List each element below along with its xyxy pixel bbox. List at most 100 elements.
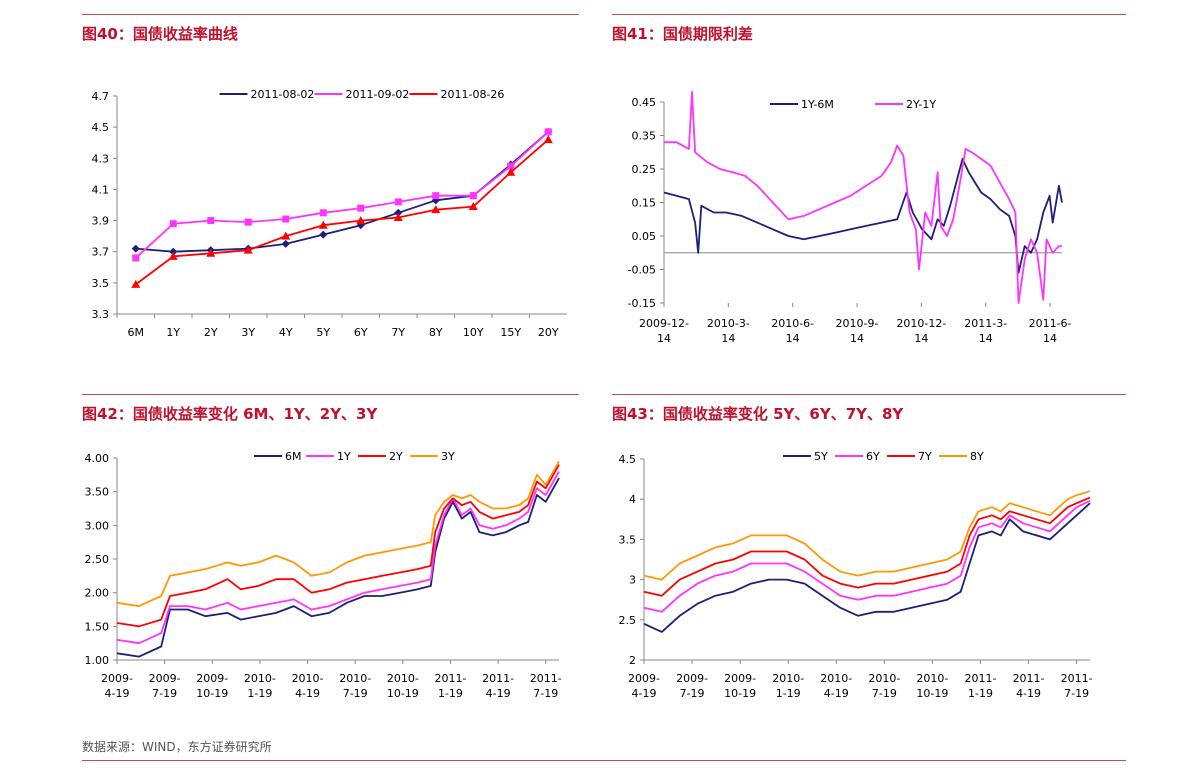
x-tick-label: 2010-6-: [771, 317, 814, 330]
y-tick-label: 2.50: [85, 553, 110, 566]
data-point: [544, 128, 552, 136]
x-tick-label: 1-19: [438, 687, 463, 700]
y-tick-label: 3.9: [92, 215, 110, 228]
x-tick-label: 2010-: [916, 672, 948, 685]
x-tick-label: 2009-: [628, 672, 660, 685]
x-tick-label: 10Y: [463, 326, 484, 339]
x-tick-label: 14: [914, 332, 928, 345]
x-tick-label: 2011-: [434, 672, 466, 685]
y-tick-label: 4.3: [92, 152, 110, 165]
y-tick-label: 3: [629, 574, 636, 587]
data-point: [318, 220, 328, 229]
data-point: [432, 192, 440, 200]
legend-item: 3Y: [410, 450, 455, 463]
y-tick-label: 3.7: [92, 246, 110, 259]
data-point: [243, 245, 253, 254]
data-point: [131, 244, 140, 253]
x-tick-label: 2Y: [204, 326, 218, 339]
x-tick-label: 2009-: [101, 672, 133, 685]
data-point: [394, 208, 403, 217]
x-tick-label: 2010-: [868, 672, 900, 685]
data-point: [281, 231, 291, 240]
y-tick-label: 3.5: [92, 277, 110, 290]
y-tick-label: 2.00: [85, 587, 110, 600]
data-point: [206, 248, 216, 257]
legend-item: 2011-09-02: [314, 88, 409, 101]
y-tick-label: 3.50: [85, 486, 110, 499]
x-tick-label: 10-19: [196, 687, 228, 700]
x-tick-label: 2009-: [149, 672, 181, 685]
data-point: [168, 251, 178, 260]
legend-item: 8Y: [939, 450, 984, 463]
legend-label: 2Y: [389, 450, 403, 463]
x-tick-label: 7-19: [1064, 687, 1089, 700]
x-tick-label: 1-19: [968, 687, 993, 700]
legend-item: 6M: [254, 450, 302, 463]
y-tick-label: 4.1: [92, 183, 110, 196]
x-tick-label: 2011-: [530, 672, 562, 685]
x-tick-label: 2011-3-: [964, 317, 1007, 330]
data-point: [543, 135, 553, 144]
x-tick-label: 2010-: [339, 672, 371, 685]
legend-item: 1Y: [306, 450, 351, 463]
panel-fig43: 图43：国债收益率变化 5Y、6Y、7Y、8Y 2 2.5 3 3.5 4 4.5 2009…: [612, 394, 1126, 734]
legend-label: 2011-08-26: [441, 88, 505, 101]
x-tick-label: 20Y: [538, 326, 559, 339]
series-line-2y-1y: [664, 91, 1062, 304]
x-tick-label: 1Y: [166, 326, 180, 339]
x-tick-label: 2010-: [244, 672, 276, 685]
x-tick-label: 2011-: [964, 672, 996, 685]
x-tick-label: 2010-: [292, 672, 324, 685]
y-tick-label: 0.15: [632, 197, 657, 210]
legend-item: 2011-08-02: [219, 88, 315, 101]
x-tick-label: 14: [657, 332, 671, 345]
x-tick-label: 4-19: [486, 687, 511, 700]
y-tick-label: 4: [629, 493, 636, 506]
legend-item: 5Y: [783, 450, 828, 463]
x-tick-label: 7-19: [680, 687, 705, 700]
series-line-7y: [643, 496, 1091, 597]
x-tick-label: 8Y: [429, 326, 443, 339]
y-tick-label: 3.3: [92, 308, 110, 321]
x-tick-label: 2009-: [676, 672, 708, 685]
data-point: [394, 198, 402, 206]
legend-item: 2011-08-26: [409, 88, 505, 101]
series-line-5y: [643, 502, 1091, 633]
data-source-note: 数据来源：WIND，东方证券研究所: [82, 740, 272, 754]
legend-label: 5Y: [814, 450, 828, 463]
x-tick-label: 15Y: [500, 326, 521, 339]
x-tick-label: 7-19: [152, 687, 177, 700]
y-tick-label: 2: [629, 654, 636, 667]
series-line-2011-09-02: [135, 131, 549, 259]
y-tick-label: 4.7: [92, 90, 110, 103]
footer-divider: [82, 760, 1126, 761]
x-tick-label: 2010-9-: [836, 317, 879, 330]
y-tick-label: -0.15: [628, 297, 656, 310]
y-tick-label: 3.5: [619, 533, 637, 546]
x-tick-label: 14: [979, 332, 993, 345]
data-point: [244, 218, 252, 226]
data-point: [319, 230, 328, 239]
x-tick-label: 4Y: [279, 326, 293, 339]
fig40-title: 图40：国债收益率曲线: [82, 14, 579, 44]
x-tick-label: 2010-: [387, 672, 419, 685]
y-tick-label: 1.50: [85, 620, 110, 633]
data-point: [469, 192, 477, 200]
legend-label: 1Y: [337, 450, 351, 463]
data-point: [468, 202, 478, 211]
x-tick-label: 7-19: [533, 687, 558, 700]
y-tick-label: 0.05: [632, 230, 657, 243]
legend-label: 7Y: [918, 450, 932, 463]
x-tick-label: 2009-12-: [639, 317, 689, 330]
x-tick-label: 2011-6-: [1029, 317, 1072, 330]
data-point: [131, 279, 141, 288]
y-tick-label: 0.25: [632, 163, 657, 176]
x-tick-label: 4-19: [105, 687, 130, 700]
data-point: [319, 209, 327, 217]
series-line-2y: [116, 464, 560, 628]
legend-item: 6Y: [835, 450, 880, 463]
legend-label: 2011-08-02: [251, 88, 315, 101]
y-tick-label: 4.5: [619, 453, 637, 466]
data-point: [281, 239, 290, 248]
y-tick-label: 2.5: [619, 614, 637, 627]
